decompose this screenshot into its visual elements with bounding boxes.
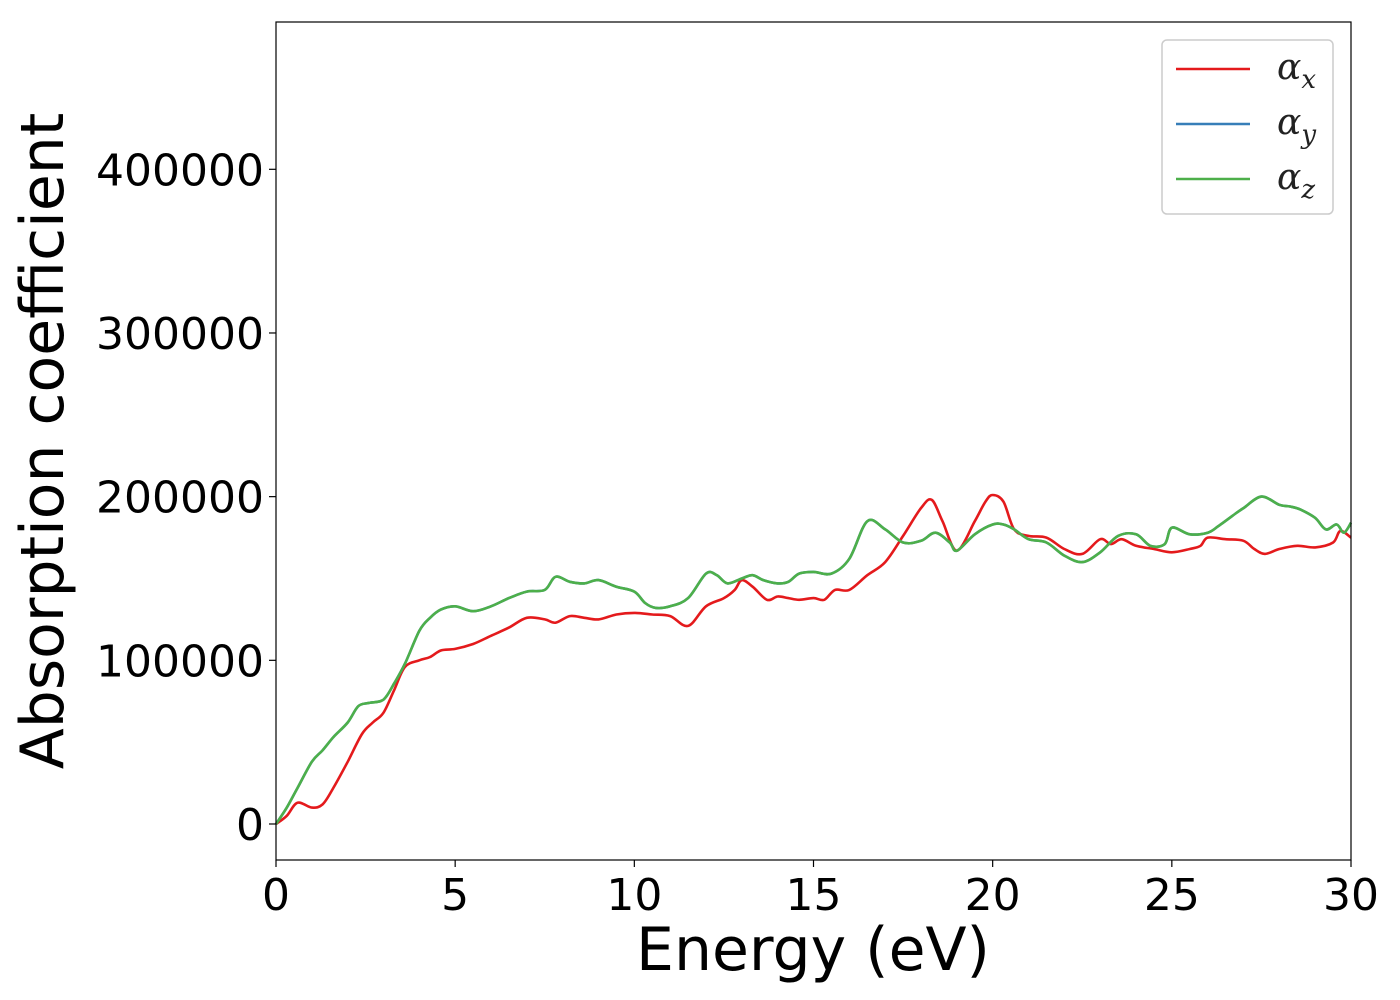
- x-tick-label: 5: [441, 870, 469, 921]
- y-tick-label: 100000: [96, 636, 264, 687]
- legend-box: [1161, 39, 1334, 215]
- legend-label-y: αy: [1277, 102, 1316, 150]
- y-tick-label: 400000: [96, 145, 264, 196]
- y-axis: 0 100000 200000 300000 400000: [96, 145, 276, 851]
- y-tick-label: 200000: [96, 473, 264, 524]
- y-tick-label: 300000: [96, 309, 264, 360]
- x-tick-label: 15: [786, 870, 842, 921]
- x-tick-label: 0: [262, 870, 290, 921]
- x-axis-label: Energy (eV): [636, 915, 990, 985]
- x-axis: 0 5 10 15 20 25 30: [262, 860, 1379, 921]
- x-tick-label: 10: [606, 870, 662, 921]
- y-axis-label: Absorption coefficient: [8, 113, 78, 770]
- series-line-z: [274, 495, 1353, 825]
- x-tick-label: 30: [1323, 870, 1379, 921]
- series-line-x: [275, 493, 1352, 826]
- x-tick-label: 25: [1144, 870, 1200, 921]
- legend-label-x: αx: [1277, 47, 1316, 95]
- y-tick-label: 0: [236, 800, 264, 851]
- series-layer: [274, 493, 1353, 826]
- x-tick-label: 20: [965, 870, 1021, 921]
